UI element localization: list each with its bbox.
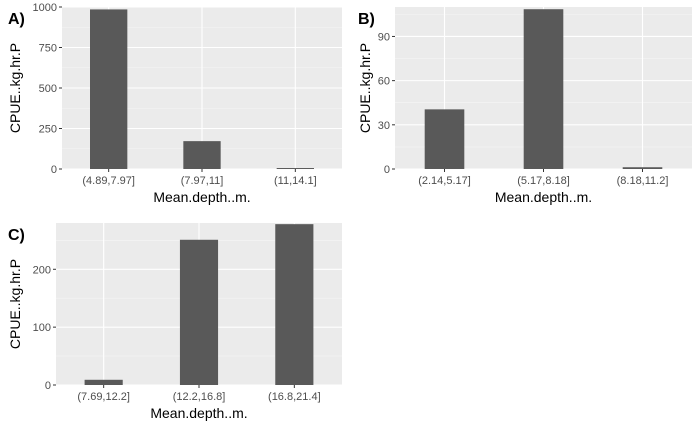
bar (276, 168, 314, 169)
panel-tag: C) (8, 227, 25, 244)
bar (523, 9, 564, 169)
bar (622, 167, 663, 169)
bar (275, 224, 314, 385)
panel-c: 0 100 200 (7.69,12.2] (12.2,16.8] (16.8,21.4]… (7, 223, 342, 421)
y-tick-label: 30 (378, 120, 390, 132)
panel-a: 0 250 500 750 1000 (4.89,7.97] (7.97,11] (11,14… (7, 2, 342, 205)
bar (179, 239, 219, 385)
y-axis-title: CPUE..kg.hr.P (7, 259, 23, 349)
x-tick-label: (7.69,12.2] (77, 391, 130, 403)
x-tick-label: (5.17,8.18] (517, 175, 570, 187)
panel-tag: A) (8, 11, 25, 28)
x-tick-label: (16.8,21.4] (268, 391, 321, 403)
y-tick-label: 100 (33, 322, 51, 334)
bar (84, 379, 123, 385)
x-axis-title: Mean.depth..m. (495, 189, 592, 205)
y-tick-label: 200 (33, 264, 51, 276)
x-axis-title: Mean.depth..m. (153, 189, 250, 205)
x-axis-title: Mean.depth..m. (150, 405, 247, 421)
y-axis-title: CPUE..kg.hr.P (357, 43, 373, 133)
x-tick-label: (4.89,7.97] (82, 175, 135, 187)
bar (90, 9, 128, 170)
y-tick-label: 0 (51, 164, 57, 176)
panel-b: 0 30 60 90 (2.14,5.17] (5.17,8.18] (8.18,11.2]… (357, 7, 692, 205)
y-tick-label: 0 (384, 164, 390, 176)
y-tick-label: 60 (378, 76, 390, 88)
y-tick-label: 250 (39, 124, 57, 136)
x-tick-label: (11,14.1] (274, 175, 317, 187)
y-tick-label: 90 (378, 31, 390, 43)
x-tick-label: (8.18,11.2] (617, 175, 669, 187)
bar (183, 141, 221, 169)
x-tick-label: (2.14,5.17] (418, 175, 471, 187)
y-axis-title: CPUE..kg.hr.P (7, 43, 23, 133)
y-tick-label: 500 (39, 83, 57, 95)
x-tick-label: (7.97,11] (181, 175, 224, 187)
panel-tag: B) (358, 11, 375, 28)
x-tick-label: (12.2,16.8] (173, 391, 226, 403)
y-tick-label: 750 (39, 43, 57, 55)
bar (424, 109, 465, 169)
y-tick-label: 0 (45, 380, 51, 392)
y-tick-label: 1000 (33, 2, 57, 14)
